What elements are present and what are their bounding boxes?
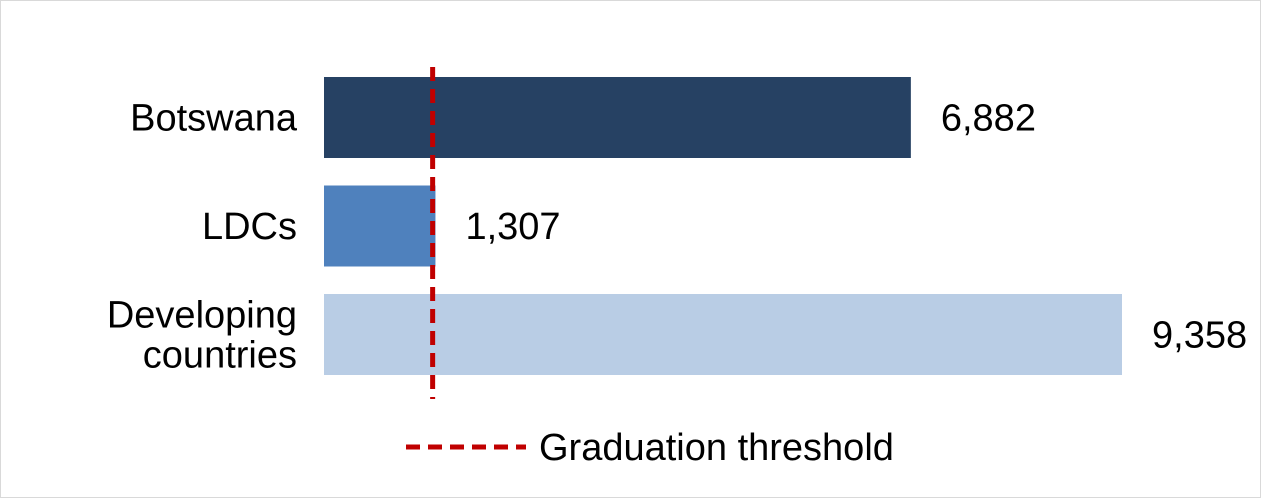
legend-label-threshold: Graduation threshold [539, 427, 894, 469]
category-label-1: LDCs [202, 206, 297, 248]
category-label-0: Botswana [130, 98, 298, 140]
bars-group [324, 77, 1122, 375]
value-labels: 6,882 1,307 9,358 [465, 98, 1247, 357]
bar-1 [324, 185, 436, 267]
value-label-2: 9,358 [1152, 315, 1247, 357]
bar-2 [324, 294, 1122, 375]
bar-0 [324, 77, 911, 158]
category-label-2-line-0: Developing [107, 295, 297, 337]
category-label-2-line-1: countries [143, 335, 297, 377]
value-label-1: 1,307 [465, 206, 560, 248]
legend: Graduation threshold [406, 427, 894, 469]
value-label-0: 6,882 [941, 98, 1036, 140]
